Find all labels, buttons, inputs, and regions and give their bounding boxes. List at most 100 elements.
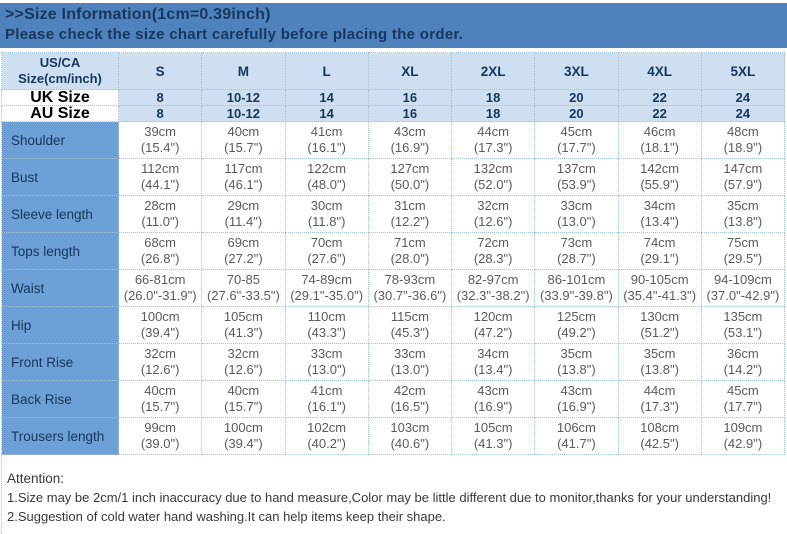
measurement-cm-value: 109cm: [723, 420, 763, 435]
measurement-cm-value: 30cm: [310, 198, 343, 213]
measurement-cm-value: 70cm: [310, 235, 343, 250]
measurement-row: Back Rise 40cm (15.7") 40cm (15.7") 41cm (16.1…: [1, 380, 786, 418]
measurement-inch-value: (50.0"): [390, 177, 430, 192]
measurement-inch-value: (16.9"): [473, 399, 513, 414]
measurement-cm-value: 70-85: [226, 272, 260, 287]
measurement-cm-value: 29cm: [227, 198, 260, 213]
measurement-cell: 69cm (27.2"): [201, 232, 286, 270]
measurement-cell: 130cm (51.2"): [617, 306, 702, 344]
measurement-inch-value: (11.4"): [224, 214, 263, 229]
measurement-row: Waist 66-81cm (26.0"-31.9") 70-85 (27.6"-33.…: [1, 269, 786, 307]
measurement-cell: 35cm (13.8"): [534, 343, 619, 381]
measurement-inch-value: (15.4"): [140, 140, 180, 155]
region-size-value: 8: [117, 105, 203, 122]
measurement-cell: 147cm (57.9"): [700, 158, 786, 196]
measurement-inch-value: (28.3"): [473, 251, 513, 266]
measurement-label: Trousers length: [1, 417, 119, 455]
measurement-cell: 105cm (41.3"): [201, 306, 286, 344]
measurement-inch-value: (53.1"): [723, 325, 763, 340]
measurement-inch-value: (16.5"): [390, 399, 430, 414]
measurement-inch-value: (15.7"): [224, 140, 263, 155]
measurement-cm-value: 135cm: [723, 309, 763, 324]
measurement-cm-value: 110cm: [307, 309, 346, 324]
measurement-inch-value: (13.0"): [390, 362, 430, 377]
measurement-inch-value: (51.2"): [640, 325, 679, 340]
measurement-inch-value: (35.4"-41.3"): [623, 288, 697, 303]
region-size-value: 8: [117, 89, 203, 106]
measurement-cell: 40cm (15.7"): [201, 121, 286, 159]
measurement-cm-value: 35cm: [726, 198, 759, 213]
measurement-cm-value: 48cm: [726, 124, 759, 139]
measurement-cm-value: 117cm: [224, 161, 263, 176]
region-size-value: 24: [700, 105, 786, 122]
measurement-inch-value: (11.8"): [307, 214, 346, 229]
measurement-row: Hip 100cm (39.4") 105cm (41.3") 110cm (43.3") 1…: [1, 306, 786, 344]
measurement-inch-value: (17.7"): [557, 140, 596, 155]
region-size-value: 10-12: [201, 89, 286, 106]
banner-subtitle: Please check the size chart carefully be…: [5, 26, 464, 43]
size-column-header: L: [284, 52, 369, 90]
measurement-label: Sleeve length: [1, 195, 119, 233]
attention-heading: Attention:: [7, 471, 65, 486]
measurement-cell: 44cm (17.3"): [450, 121, 536, 159]
measurement-cell: 35cm (13.8"): [700, 195, 786, 233]
measurement-cell: 35cm (13.8"): [617, 343, 702, 381]
region-size-value: 14: [284, 105, 369, 122]
measurement-cell: 137cm (53.9"): [534, 158, 619, 196]
size-column-header: M: [201, 52, 286, 90]
size-column-header: 2XL: [450, 52, 536, 90]
measurement-cm-value: 42cm: [393, 383, 426, 398]
measurement-cm-value: 130cm: [640, 309, 680, 324]
measurement-cm-value: 68cm: [144, 235, 177, 250]
size-column-header: 5XL: [700, 52, 786, 90]
measurement-cell: 66-81cm (26.0"-31.9"): [117, 269, 203, 307]
banner-title: >>Size Information(1cm=0.39inch): [5, 6, 271, 23]
measurement-inch-value: (42.9"): [723, 436, 763, 451]
footer-notes: Attention: 1.Size may be 2cm/1 inch inac…: [1, 455, 787, 534]
measurement-cell: 120cm (47.2"): [450, 306, 536, 344]
region-size-label: AU Size: [1, 105, 119, 122]
measurement-inch-value: (27.2"): [224, 251, 263, 266]
region-size-value: 10-12: [201, 105, 286, 122]
measurement-cm-value: 32cm: [477, 198, 510, 213]
measurement-inch-value: (28.7"): [557, 251, 596, 266]
measurement-cm-value: 35cm: [560, 346, 593, 361]
measurement-inch-value: (12.2"): [390, 214, 430, 229]
measurement-cell: 74cm (29.1"): [617, 232, 702, 270]
measurement-cell: 43cm (16.9"): [367, 121, 453, 159]
measurement-cell: 41cm (16.1"): [284, 380, 369, 418]
measurement-inch-value: (30.7"-36.6"): [373, 288, 447, 303]
measurement-cm-value: 36cm: [726, 346, 759, 361]
measurement-inch-value: (16.1"): [307, 140, 346, 155]
measurement-cm-value: 43cm: [560, 383, 593, 398]
measurement-inch-value: (18.9"): [723, 140, 763, 155]
measurement-inch-value: (13.4"): [640, 214, 679, 229]
measurement-cm-value: 46cm: [643, 124, 676, 139]
measurement-label: Waist: [1, 269, 119, 307]
measurement-cell: 108cm (42.5"): [617, 417, 702, 455]
measurement-cell: 33cm (13.0"): [367, 343, 453, 381]
measurement-inch-value: (52.0"): [473, 177, 513, 192]
measurement-inch-value: (26.0"-31.9"): [123, 288, 197, 303]
measurement-inch-value: (37.0"-42.9"): [706, 288, 780, 303]
region-size-value: 16: [367, 105, 453, 122]
measurement-cell: 82-97cm (32.3"-38.2"): [450, 269, 536, 307]
measurement-inch-value: (29.1"-35.0"): [290, 288, 364, 303]
measurement-cm-value: 82-97cm: [467, 272, 519, 287]
measurement-inch-value: (14.2"): [723, 362, 763, 377]
measurement-cell: 125cm (49.2"): [534, 306, 619, 344]
measurement-cm-value: 78-93cm: [384, 272, 436, 287]
measurement-cm-value: 44cm: [477, 124, 510, 139]
measurement-inch-value: (45.3"): [390, 325, 430, 340]
measurement-cell: 34cm (13.4"): [617, 195, 702, 233]
measurement-cell: 70-85 (27.6"-33.5"): [201, 269, 286, 307]
measurement-cm-value: 106cm: [556, 420, 596, 435]
measurement-cm-value: 100cm: [223, 420, 263, 435]
measurement-cm-value: 32cm: [144, 346, 177, 361]
attention-note-1: 1.Size may be 2cm/1 inch inaccuracy due …: [7, 490, 772, 505]
measurement-inch-value: (57.9"): [723, 177, 763, 192]
measurement-cell: 34cm (13.4"): [450, 343, 536, 381]
measurement-cm-value: 103cm: [390, 420, 430, 435]
measurement-row: Bust 112cm (44.1") 117cm (46.1") 122cm (48.0")…: [1, 158, 786, 196]
measurement-cell: 135cm (53.1"): [700, 306, 786, 344]
